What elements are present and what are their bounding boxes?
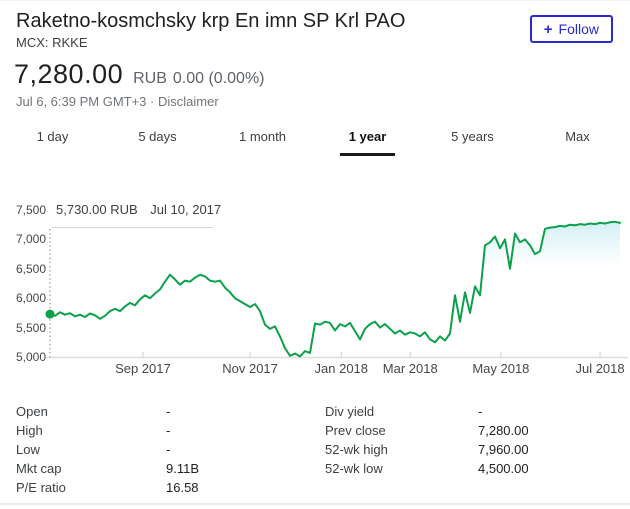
follow-button[interactable]: + Follow <box>529 15 613 43</box>
stat-low: Low - <box>16 442 171 457</box>
stat-div-yield: Div yield - <box>325 404 483 419</box>
stat-52wk-low: 52-wk low 4,500.00 <box>325 461 529 476</box>
stat-open: Open - <box>16 404 171 419</box>
y-axis-tick: 7,500 <box>15 203 46 217</box>
tab-1-year[interactable]: 1 year <box>315 121 420 156</box>
stat-prev-close: Prev close 7,280.00 <box>325 423 529 438</box>
tab-5-years[interactable]: 5 years <box>451 129 494 144</box>
quote-timestamp-row: Jul 6, 6:39 PM GMT+3 · Disclaimer <box>16 94 219 109</box>
currency-label: RUB <box>133 70 167 87</box>
bottom-divider <box>0 503 630 505</box>
stat-52wk-high: 52-wk high 7,960.00 <box>325 442 529 457</box>
x-axis-tick: Sep 2017 <box>115 361 171 376</box>
x-axis-tick: Jan 2018 <box>314 361 369 376</box>
stat-high: High - <box>16 423 171 438</box>
separator-dot: · <box>150 94 155 109</box>
tab-1-day[interactable]: 1 day <box>36 129 69 144</box>
x-axis-tick: Mar 2018 <box>382 361 438 376</box>
y-axis-tick: 5,500 <box>15 320 46 335</box>
price-chart: 5,730.00 RUB Jul 10, 2017 7,500 7,000 6,… <box>0 191 630 391</box>
x-axis-tick: Jul 2018 <box>575 361 625 376</box>
y-axis-tick: 5,000 <box>15 350 46 364</box>
follow-button-label: Follow <box>558 21 599 37</box>
chart-area-fill <box>50 221 620 357</box>
company-title: Raketno-kosmchsky krp En imn SP Krl PAO <box>16 10 406 32</box>
quote-timestamp: Jul 6, 6:39 PM GMT+3 <box>16 94 147 109</box>
stat-mkt-cap: Mkt cap 9.11B <box>16 461 200 476</box>
y-axis-tick: 6,500 <box>15 261 46 276</box>
tooltip-date: Jul 10, 2017 <box>150 202 222 217</box>
tab-5-days[interactable]: 5 days <box>138 129 177 144</box>
disclaimer-link[interactable]: Disclaimer <box>158 94 219 109</box>
stat-pe-ratio: P/E ratio 16.58 <box>16 480 199 495</box>
x-axis-tick: May 2018 <box>472 361 530 376</box>
y-axis-tick: 6,000 <box>15 291 46 306</box>
tab-1-month[interactable]: 1 month <box>239 129 286 144</box>
ticker-symbol: MCX: RKKE <box>16 35 88 50</box>
price-line <box>49 220 621 358</box>
time-range-tabs: 1 day 5 days 1 month 1 year 5 years Max <box>0 121 630 156</box>
x-axis-tick: Nov 2017 <box>222 361 278 376</box>
y-axis-tick: 7,000 <box>15 232 46 247</box>
tooltip-price: 5,730.00 RUB <box>56 202 138 217</box>
crosshair-dot <box>45 309 55 319</box>
current-price: 7,280.00 <box>14 59 124 89</box>
tab-max[interactable]: Max <box>565 129 590 144</box>
price-row: 7,280.00 RUB 0.00 (0.00%) <box>14 59 265 90</box>
plus-icon: + <box>543 20 553 38</box>
price-chart-canvas[interactable] <box>0 191 630 391</box>
chart-tooltip: 5,730.00 RUB Jul 10, 2017 <box>56 202 221 217</box>
price-change: 0.00 (0.00%) <box>172 70 265 87</box>
